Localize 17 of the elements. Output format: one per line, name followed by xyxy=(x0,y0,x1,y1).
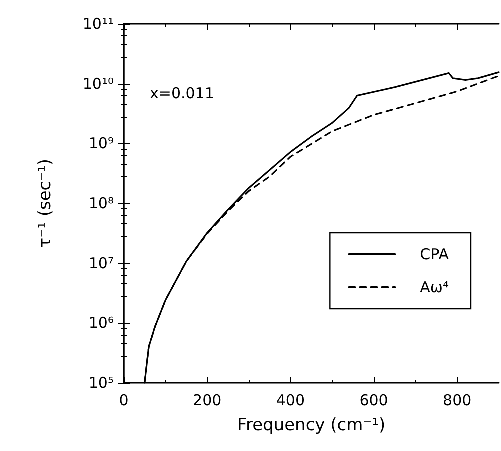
y-tick-label: 10¹⁰ xyxy=(82,74,114,93)
annotation: x=0.011 xyxy=(150,84,214,102)
y-tick-label: 10⁵ xyxy=(88,374,114,392)
y-tick-label: 10⁸ xyxy=(88,194,114,212)
x-tick-label: 800 xyxy=(443,392,472,410)
legend-label: Aω⁴ xyxy=(420,278,450,296)
x-tick-label: 200 xyxy=(193,392,222,410)
y-axis-title: τ⁻¹ (sec⁻¹) xyxy=(36,158,56,248)
x-tick-label: 0 xyxy=(119,392,129,410)
x-tick-label: 400 xyxy=(276,392,305,410)
legend-label: CPA xyxy=(420,246,450,264)
x-axis-title: Frequency (cm⁻¹) xyxy=(237,416,386,436)
y-tick-label: 10⁷ xyxy=(88,254,114,272)
x-tick-label: 600 xyxy=(360,392,388,410)
y-tick-label: 10¹¹ xyxy=(82,15,114,33)
y-tick-label: 10⁹ xyxy=(88,134,114,153)
y-tick-label: 10⁶ xyxy=(88,314,114,332)
